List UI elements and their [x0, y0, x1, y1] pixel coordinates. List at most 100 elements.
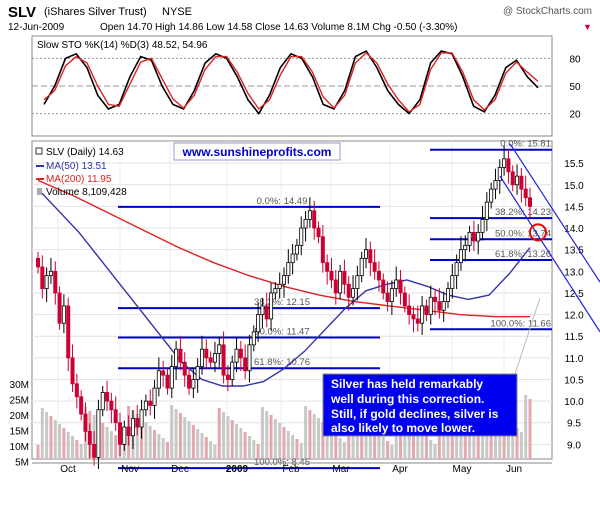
volume-bar	[144, 422, 148, 459]
volume-bar	[217, 408, 221, 459]
volume-bar	[282, 427, 286, 459]
volume-bar	[191, 425, 195, 459]
price-tick-label: 12.5	[564, 289, 584, 300]
price-tick-label: 11.0	[565, 354, 584, 365]
sto-line-pct-d	[43, 51, 539, 113]
volume-bar	[528, 399, 532, 459]
volume-bar	[79, 444, 83, 459]
candle-body	[269, 292, 274, 320]
candle-body	[528, 197, 533, 207]
legend-volume-swatch	[37, 188, 42, 195]
candle-body	[247, 344, 252, 372]
candle-body	[130, 418, 135, 437]
candle-body	[74, 383, 79, 398]
annotation-line-2: well during this correction.	[330, 392, 484, 406]
x-tick-label: 2009	[226, 464, 249, 475]
price-tick-label: 15.0	[564, 181, 584, 192]
fib-right-label: 100.0%: 11.66	[490, 318, 551, 329]
fib-left-label: 61.8%: 10.76	[254, 357, 310, 368]
volume-bar	[390, 445, 394, 459]
candle-body	[454, 262, 459, 277]
volume-bar	[476, 433, 480, 459]
volume-bar	[109, 431, 113, 459]
volume-bar	[468, 425, 472, 459]
watermark-url: www.sunshineprofits.com	[182, 145, 332, 159]
price-tick-label: 14.5	[564, 202, 584, 213]
candle-body	[437, 301, 442, 311]
candle-body	[191, 379, 196, 389]
volume-bar	[325, 426, 329, 459]
candle-body	[294, 244, 299, 255]
candle-body	[363, 249, 368, 259]
candle-body	[156, 370, 161, 389]
volume-bar	[49, 416, 53, 459]
candle-body	[433, 296, 438, 302]
candle-body	[195, 366, 200, 380]
volume-bar	[416, 428, 420, 459]
volume-bar	[62, 428, 66, 459]
volume-bar	[40, 408, 44, 459]
volume-bar	[213, 445, 217, 459]
candle-body	[217, 344, 222, 354]
candle-body	[273, 288, 278, 294]
volume-tick-label: 20M	[10, 411, 29, 422]
volume-bar	[256, 444, 260, 459]
volume-bar	[204, 437, 208, 459]
volume-bar	[411, 424, 415, 459]
x-tick-label: Mar	[332, 464, 350, 475]
change-down-icon: ▼	[583, 22, 592, 32]
volume-bar	[252, 440, 256, 459]
candle-body	[187, 374, 192, 389]
sto-tick-label: 20	[569, 110, 581, 121]
legend-price: SLV (Daily) 14.63	[46, 147, 124, 158]
fib-right-label: 50.0%: 13.74	[495, 228, 551, 239]
candle-body	[502, 158, 507, 168]
candle-body	[385, 292, 390, 302]
volume-bar	[373, 429, 377, 459]
candle-body	[234, 348, 239, 363]
x-tick-label: Oct	[60, 464, 76, 475]
volume-bar	[265, 411, 269, 459]
candle-body	[441, 301, 446, 311]
price-tick-label: 15.5	[564, 159, 584, 170]
copyright-text: @ StockCharts.com	[503, 6, 592, 17]
volume-bar	[420, 432, 424, 459]
volume-bar	[295, 439, 299, 459]
candle-body	[212, 353, 217, 363]
volume-bar	[226, 416, 230, 459]
price-tick-label: 13.0	[564, 267, 584, 278]
sto-line-pct-k	[43, 49, 539, 116]
candle-body	[243, 357, 248, 372]
volume-bar	[446, 415, 450, 459]
volume-bar	[209, 441, 213, 459]
candle-body	[515, 175, 520, 186]
volume-bar	[338, 438, 342, 459]
volume-bar	[511, 424, 515, 459]
volume-bar	[260, 407, 264, 459]
volume-bar	[222, 412, 226, 459]
candle-body	[36, 257, 41, 268]
volume-bar	[291, 435, 295, 459]
price-tick-label: 13.5	[564, 246, 584, 257]
candle-body	[424, 305, 429, 315]
candle-body	[497, 167, 502, 181]
candle-body	[165, 374, 170, 389]
candle-body	[122, 426, 127, 445]
volume-bar	[407, 420, 411, 459]
candle-body	[484, 201, 489, 220]
volume-bar	[424, 436, 428, 459]
volume-bar	[278, 423, 282, 459]
annotation-pointer	[514, 297, 541, 375]
volume-bar	[342, 442, 346, 459]
x-tick-label: Nov	[121, 464, 139, 475]
candle-body	[510, 171, 515, 186]
volume-bar	[321, 422, 325, 459]
x-tick-label: Jun	[506, 464, 522, 475]
volume-bar	[235, 424, 239, 459]
volume-bar	[53, 420, 57, 459]
volume-bar	[66, 432, 70, 459]
candle-body	[260, 305, 265, 315]
candle-body	[372, 262, 377, 272]
volume-bar	[101, 423, 105, 459]
volume-bar	[36, 445, 40, 459]
